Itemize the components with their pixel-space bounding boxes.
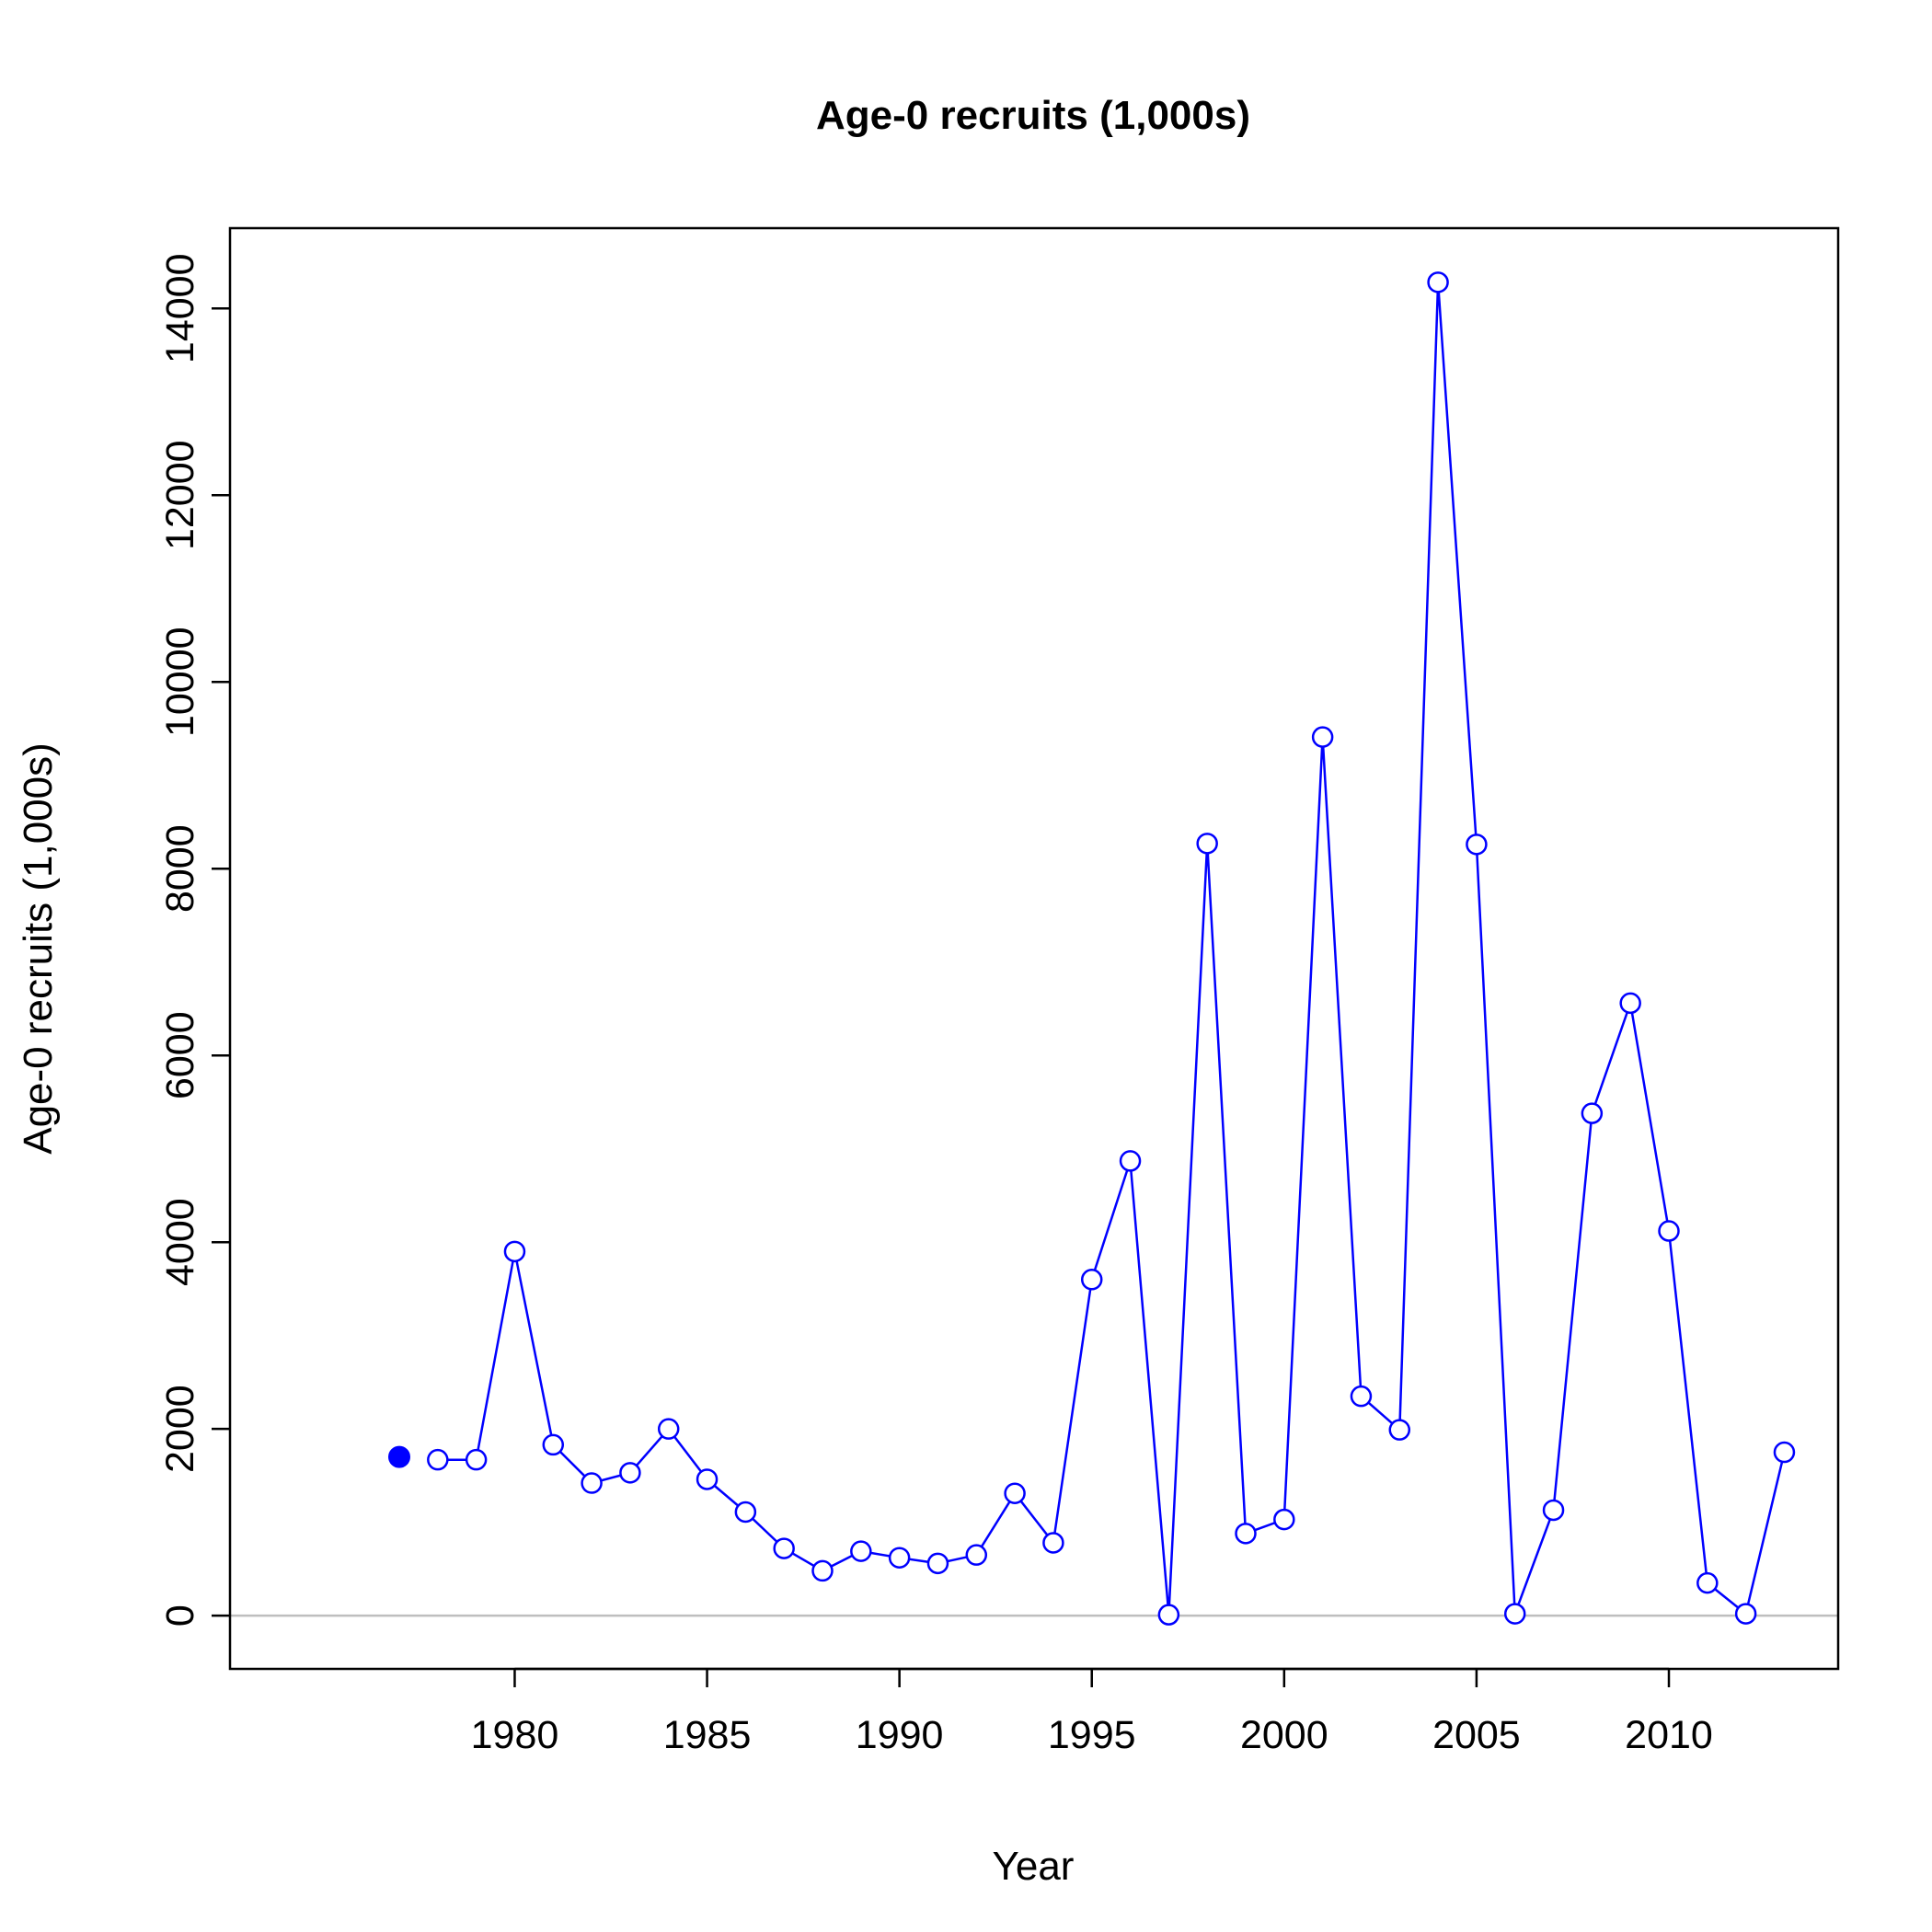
y-tick-label: 12000 (158, 440, 202, 550)
x-tick-label: 2010 (1625, 1713, 1713, 1757)
data-point (1466, 834, 1488, 856)
data-point (1734, 1603, 1757, 1625)
data-point (1388, 1419, 1411, 1441)
data-point (581, 1472, 603, 1494)
data-point (1004, 1482, 1026, 1504)
data-point (696, 1468, 719, 1490)
data-point (850, 1540, 872, 1562)
data-point (1196, 833, 1218, 855)
initial-data-point (388, 1445, 410, 1468)
x-tick-label: 2005 (1432, 1713, 1521, 1757)
y-tick-label: 10000 (158, 627, 202, 737)
y-axis-label: Age-0 recruits (1,000s) (16, 742, 61, 1155)
data-point (1080, 1269, 1103, 1291)
data-point (1773, 1441, 1796, 1464)
data-point (1273, 1508, 1295, 1531)
data-point (773, 1537, 795, 1559)
data-point (657, 1418, 680, 1440)
x-tick-label: 1980 (471, 1713, 559, 1757)
y-tick-label: 6000 (158, 1011, 202, 1099)
data-point (465, 1448, 488, 1471)
data-point (619, 1462, 641, 1484)
data-point (1696, 1571, 1719, 1594)
plot-area (230, 271, 1838, 1626)
data-point (888, 1547, 911, 1569)
x-axis-label: Year (993, 1844, 1075, 1889)
data-point (926, 1552, 949, 1575)
y-axis: 0 2000 4000 6000 8000 10000 12000 14000 (158, 253, 230, 1627)
x-tick-label: 1990 (856, 1713, 944, 1757)
data-point (1235, 1523, 1257, 1545)
data-point (1350, 1385, 1373, 1408)
series-line (437, 281, 1786, 1616)
y-tick-label: 2000 (158, 1385, 202, 1473)
chart-title: Age-0 recruits (1,000s) (816, 93, 1250, 138)
x-tick-label: 2000 (1240, 1713, 1328, 1757)
data-point (427, 1448, 449, 1471)
data-point (811, 1559, 834, 1582)
data-point (1542, 1499, 1565, 1522)
x-axis: 1980 1985 1990 1995 2000 2005 2010 (471, 1667, 1713, 1757)
data-point (1157, 1604, 1180, 1626)
data-point (1658, 1220, 1680, 1242)
data-point (1119, 1150, 1142, 1172)
x-tick-label: 1995 (1048, 1713, 1136, 1757)
data-point (1581, 1102, 1604, 1124)
data-point (542, 1433, 565, 1456)
data-point (1503, 1603, 1526, 1625)
y-tick-label: 8000 (158, 824, 202, 913)
y-tick-label: 14000 (158, 253, 202, 363)
data-point (503, 1240, 526, 1263)
data-point (1619, 992, 1641, 1015)
y-tick-label: 0 (158, 1604, 202, 1627)
data-point (734, 1501, 757, 1524)
y-tick-label: 4000 (158, 1198, 202, 1286)
data-point (1311, 726, 1334, 748)
data-point (965, 1544, 988, 1566)
x-tick-label: 1985 (663, 1713, 752, 1757)
data-point (1042, 1532, 1064, 1554)
data-point (1427, 271, 1449, 293)
